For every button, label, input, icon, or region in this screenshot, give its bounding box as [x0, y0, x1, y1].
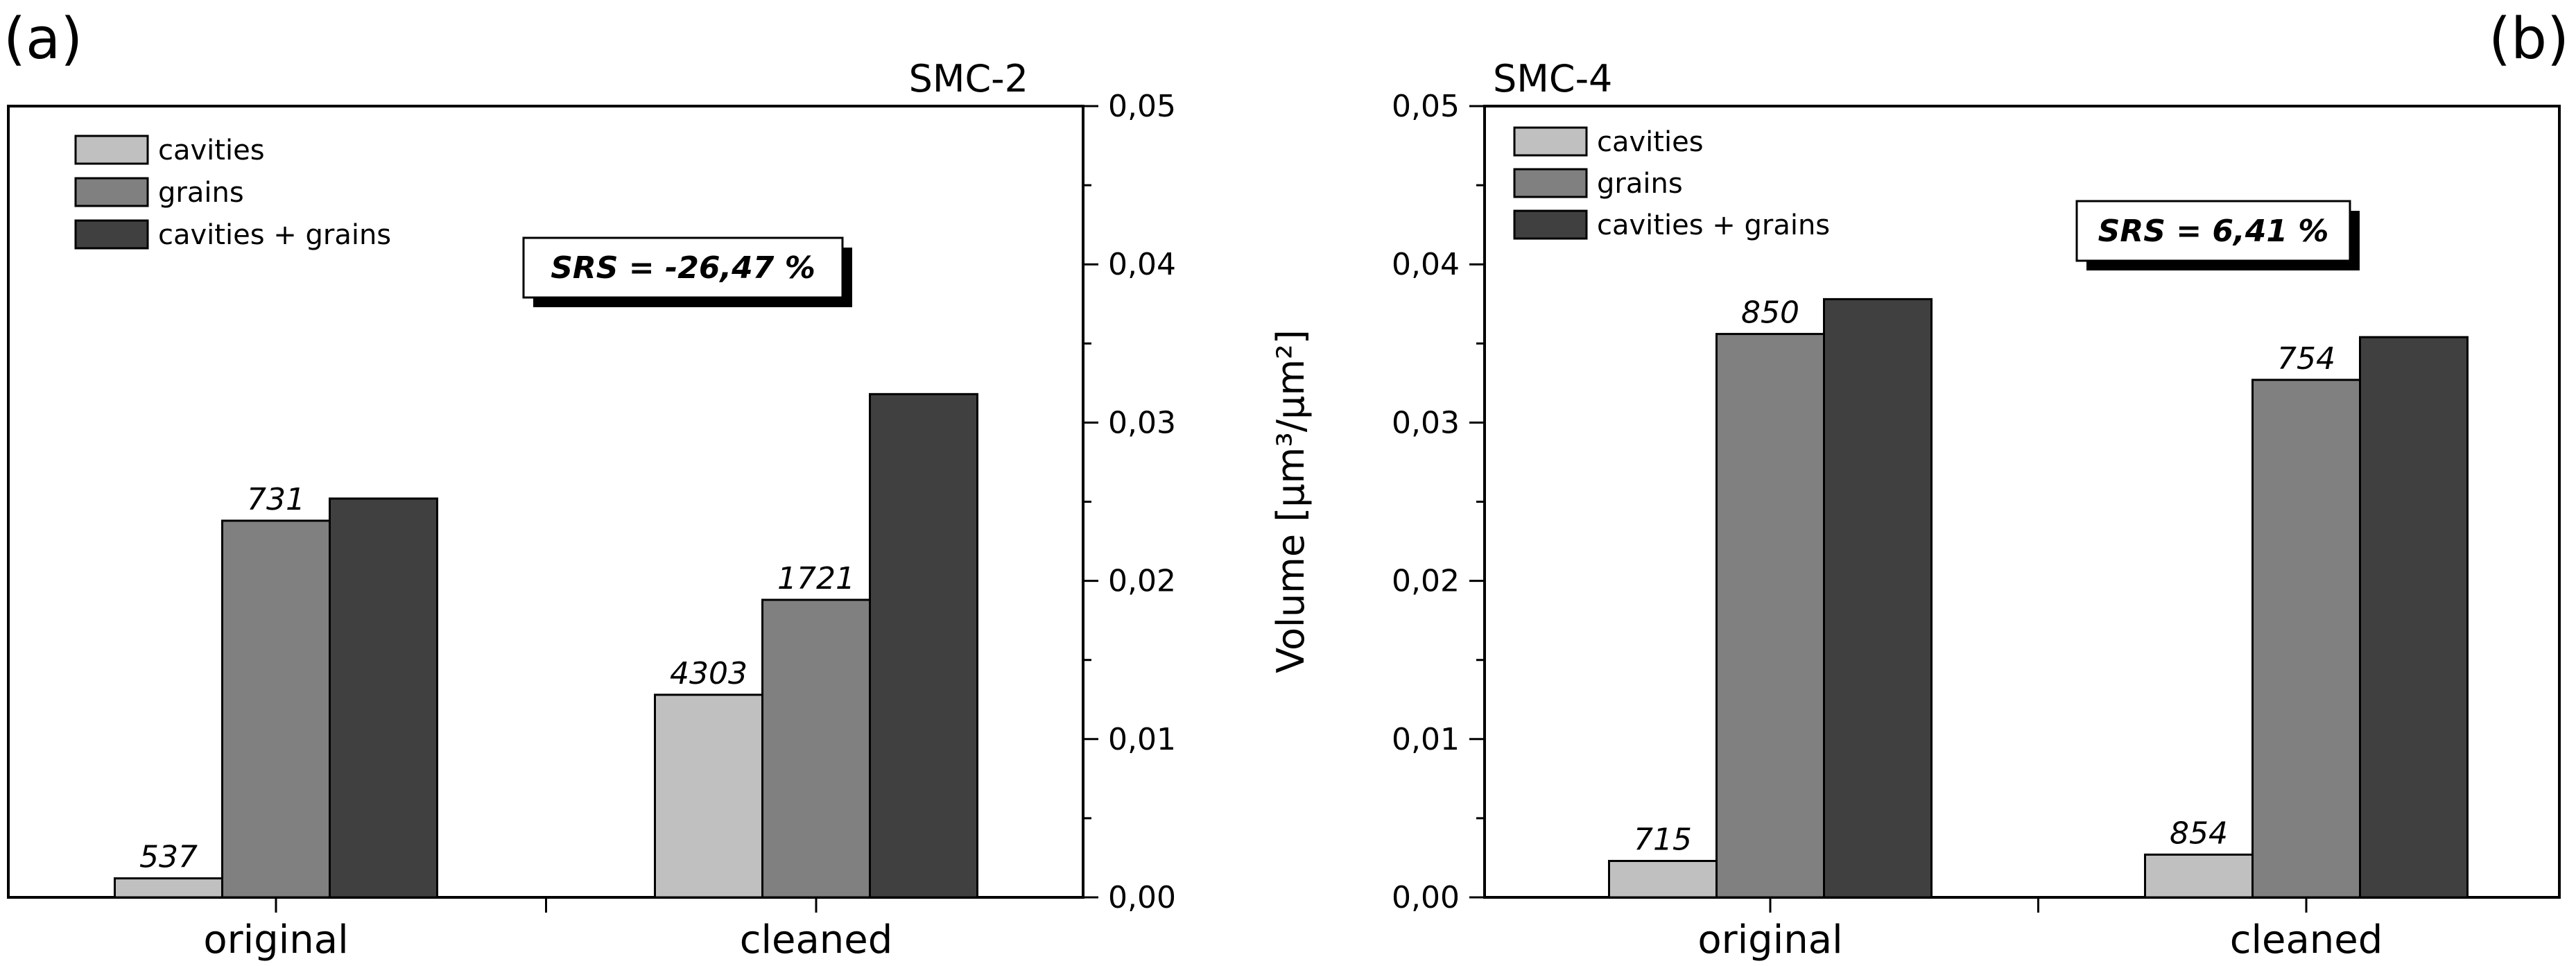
- legend-swatch-grains: [1513, 168, 1588, 198]
- y-tick-label: 0,01: [1108, 722, 1176, 757]
- legend-swatch-cavities: [1513, 126, 1588, 157]
- legend-label: grains: [1597, 168, 1683, 200]
- data-label: 715: [1634, 822, 1692, 858]
- bar-cavities-grains-cleaned: [869, 393, 978, 899]
- bar-grains-cleaned: [761, 598, 871, 899]
- y-tick-label: 0,04: [1392, 247, 1460, 282]
- chart-panel-smc-2: (a) SMC-2 0,00 0,01 0,02 0,03 0,04 0,05 537 43…: [3, 6, 1176, 963]
- y-tick-label: 0,04: [1108, 247, 1176, 282]
- y-tick-label: 0,05: [1108, 89, 1176, 124]
- srs-box: [522, 236, 844, 299]
- srs-box: [2075, 200, 2351, 262]
- x-tick-label: original: [203, 917, 348, 963]
- y-tick-label: 0,00: [1108, 880, 1176, 915]
- data-label: 731: [247, 482, 305, 517]
- bars: 537 4303 731 1721: [114, 393, 978, 899]
- bar-cavities-grains-original: [1823, 297, 1933, 899]
- data-label: 850: [1741, 295, 1799, 331]
- bar-cavities-original: [1608, 860, 1718, 899]
- chart-title: SMC-4: [1493, 57, 1612, 101]
- legend: cavities grains cavities + grains: [74, 135, 391, 251]
- data-label: 854: [2170, 816, 2228, 851]
- srs-annotation: SRS = 6,41 %: [2075, 200, 2360, 270]
- y-tick-label: 0,00: [1392, 880, 1460, 915]
- chart-title: SMC-2: [909, 57, 1028, 101]
- x-tick-label: cleaned: [740, 917, 893, 963]
- legend-swatch-cavities-grains: [1513, 209, 1588, 240]
- legend-label: cavities: [158, 135, 265, 166]
- y-axis: 0,00 0,01 0,02 0,03 0,04 0,05: [1083, 89, 1176, 915]
- bar-cavities-cleaned: [2144, 853, 2254, 899]
- y-tick-label: 0,03: [1392, 405, 1460, 440]
- bar-cavities-cleaned: [654, 693, 763, 899]
- bar-cavities-original: [114, 877, 223, 899]
- legend-swatch-cavities-grains: [74, 219, 149, 250]
- y-tick-label: 0,01: [1392, 722, 1460, 757]
- y-axis-title: Volume [µm³/µm²]: [1269, 329, 1313, 673]
- bar-grains-original: [1715, 333, 1825, 899]
- data-label: 1721: [777, 561, 855, 596]
- chart-panel-smc-4: (b) SMC-4 Volume [µm³/µm²] 0,000,010,020…: [1269, 6, 2569, 963]
- y-tick-label: 0,02: [1108, 564, 1176, 599]
- legend-swatch-cavities: [74, 135, 149, 165]
- x-tick-label: cleaned: [2230, 917, 2383, 963]
- data-label: 754: [2277, 341, 2335, 377]
- legend-label: cavities + grains: [1597, 209, 1830, 241]
- srs-annotation: SRS = -26,47 %: [522, 236, 852, 307]
- legend-label: grains: [158, 177, 244, 209]
- data-label: 4303: [670, 656, 747, 691]
- bar-grains-cleaned: [2251, 379, 2361, 899]
- bar-cavities-grains-cleaned: [2359, 336, 2469, 899]
- x-axis: original cleaned: [1697, 897, 2383, 963]
- bar-cavities-grains-original: [329, 497, 438, 899]
- y-tick-label: 0,05: [1392, 89, 1460, 124]
- y-axis: 0,00 0,01 0,02 0,03 0,04 0,05: [1392, 89, 1485, 915]
- panel-label: (a): [3, 6, 83, 72]
- bars: 715 854 850 754: [1608, 295, 2469, 899]
- data-label: 537: [139, 840, 198, 875]
- legend: cavities grains cavities + grains: [1513, 126, 1830, 241]
- legend-label: cavities: [1597, 126, 1704, 158]
- legend-swatch-grains: [74, 177, 149, 207]
- srs-text: SRS = -26,47 %: [551, 250, 815, 286]
- x-tick-label: original: [1697, 917, 1842, 963]
- srs-text: SRS = 6,41 %: [2098, 214, 2329, 249]
- bar-grains-original: [221, 519, 331, 899]
- y-tick-label: 0,02: [1392, 564, 1460, 599]
- x-axis: original cleaned: [203, 897, 892, 963]
- y-tick-label: 0,03: [1108, 405, 1176, 440]
- legend-label: cavities + grains: [158, 219, 391, 251]
- panel-label: (b): [2489, 6, 2569, 72]
